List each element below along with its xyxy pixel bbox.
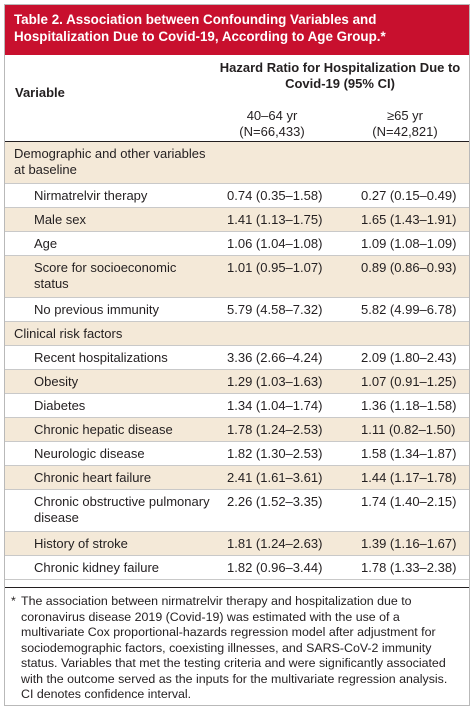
table-row: Neurologic disease 1.82 (1.30–2.53) 1.58 (… [5, 442, 469, 466]
age-65-plus-label: ≥65 yr [386, 108, 424, 123]
variable-name: Obesity [34, 374, 79, 389]
variable-name: Recent hospitalizations [34, 350, 168, 365]
table-header: Variable Hazard Ratio for Hospitalizatio… [5, 55, 469, 142]
table-title: Table 2. Association between Confounding… [5, 5, 469, 55]
hazard-ratio-40-64: 1.01 (0.95–1.07) [227, 260, 323, 275]
table-row: Chronic heart failure 2.41 (1.61–3.61) 1.4… [5, 466, 469, 490]
hazard-ratio-40-64: 1.82 (0.96–3.44) [227, 560, 323, 575]
hazard-ratio-65-plus: 0.27 (0.15–0.49) [361, 188, 457, 203]
age-65-plus-n: (N=42,821) [372, 124, 438, 139]
hazard-ratio-65-plus: 1.09 (1.08–1.09) [361, 236, 457, 251]
variable-name: Nirmatrelvir therapy [34, 188, 148, 203]
hazard-ratio-header: Hazard Ratio for Hospitalization Due to … [219, 60, 461, 91]
variable-name: Male sex [34, 212, 87, 227]
hazard-ratio-65-plus: 1.78 (1.33–2.38) [361, 560, 457, 575]
variable-name: Age [34, 236, 58, 251]
variable-name: Chronic obstructive pulmonary disease [34, 494, 210, 525]
table-row: Score for socioeconomic status 1.01 (0.95… [5, 256, 469, 298]
section-header-row: Clinical risk factors [5, 322, 469, 346]
age-40-64-n: (N=66,433) [239, 124, 305, 139]
hazard-ratio-65-plus: 1.11 (0.82–1.50) [361, 422, 456, 437]
variable-name: History of stroke [34, 536, 128, 551]
hazard-ratio-40-64: 5.79 (4.58–7.32) [227, 302, 323, 317]
age-65-plus-column-header: ≥65 yr (N=42,821) [349, 108, 461, 140]
table-row: Recent hospitalizations 3.36 (2.66–4.24) 2… [5, 346, 469, 370]
variable-name: Diabetes [34, 398, 86, 413]
hazard-ratio-40-64: 2.26 (1.52–3.35) [227, 494, 323, 509]
variable-name: Chronic kidney failure [34, 560, 160, 575]
variable-name: Score for socioeconomic status [34, 260, 177, 291]
hazard-ratio-65-plus: 1.36 (1.18–1.58) [361, 398, 457, 413]
table-caption: Association between Confounding Variable… [14, 12, 386, 44]
age-40-64-column-header: 40–64 yr (N=66,433) [223, 108, 321, 140]
hazard-ratio-40-64: 1.29 (1.03–1.63) [227, 374, 323, 389]
variable-name: Chronic heart failure [34, 470, 152, 485]
footnote-marker: * [11, 594, 16, 608]
hazard-ratio-40-64: 0.74 (0.35–1.58) [227, 188, 323, 203]
hazard-ratio-65-plus: 1.65 (1.43–1.91) [361, 212, 457, 227]
table-row: Chronic obstructive pulmonary disease 2.2… [5, 490, 469, 532]
hazard-ratio-65-plus: 1.07 (0.91–1.25) [361, 374, 457, 389]
table-row: Nirmatrelvir therapy 0.74 (0.35–1.58) 0.27… [5, 184, 469, 208]
variable-column-header: Variable [15, 85, 65, 100]
footnote-text: The association between nirmatrelvir the… [21, 594, 448, 701]
hazard-ratio-40-64: 1.82 (1.30–2.53) [227, 446, 323, 461]
table-body: Demographic and other variables at basel… [5, 142, 469, 580]
variable-name: Neurologic disease [34, 446, 145, 461]
table-row: History of stroke 1.81 (1.24–2.63) 1.39 (1… [5, 532, 469, 556]
section-label: Demographic and other variables at basel… [14, 146, 206, 177]
table-row: Chronic hepatic disease 1.78 (1.24–2.53) 1… [5, 418, 469, 442]
variable-name: Chronic hepatic disease [34, 422, 173, 437]
table-figure: Table 2. Association between Confounding… [4, 4, 470, 706]
table-number: Table 2. [14, 12, 63, 27]
hazard-ratio-40-64: 1.06 (1.04–1.08) [227, 236, 323, 251]
hazard-ratio-40-64: 1.34 (1.04–1.74) [227, 398, 323, 413]
hazard-ratio-40-64: 3.36 (2.66–4.24) [227, 350, 323, 365]
hazard-ratio-40-64: 1.81 (1.24–2.63) [227, 536, 323, 551]
section-header-row: Demographic and other variables at basel… [5, 142, 469, 184]
section-label: Clinical risk factors [14, 326, 123, 341]
hazard-ratio-40-64: 1.78 (1.24–2.53) [227, 422, 323, 437]
hazard-ratio-40-64: 1.41 (1.13–1.75) [227, 212, 323, 227]
age-40-64-label: 40–64 yr [246, 108, 298, 123]
hazard-ratio-65-plus: 0.89 (0.86–0.93) [361, 260, 457, 275]
hazard-ratio-65-plus: 2.09 (1.80–2.43) [361, 350, 457, 365]
table-row: Male sex 1.41 (1.13–1.75) 1.65 (1.43–1.91) [5, 208, 469, 232]
table-footnote: * The association between nirmatrelvir t… [5, 587, 469, 703]
variable-name: No previous immunity [34, 302, 159, 317]
hazard-ratio-65-plus: 1.74 (1.40–2.15) [361, 494, 457, 509]
hazard-ratio-65-plus: 5.82 (4.99–6.78) [361, 302, 457, 317]
table-row: Diabetes 1.34 (1.04–1.74) 1.36 (1.18–1.58) [5, 394, 469, 418]
hazard-ratio-65-plus: 1.44 (1.17–1.78) [361, 470, 457, 485]
hazard-ratio-40-64: 2.41 (1.61–3.61) [227, 470, 323, 485]
table-row: Obesity 1.29 (1.03–1.63) 1.07 (0.91–1.25) [5, 370, 469, 394]
table-row: Chronic kidney failure 1.82 (0.96–3.44) 1.… [5, 556, 469, 580]
table-row: No previous immunity 5.79 (4.58–7.32) 5.82… [5, 298, 469, 322]
table-row: Age 1.06 (1.04–1.08) 1.09 (1.08–1.09) [5, 232, 469, 256]
hazard-ratio-65-plus: 1.39 (1.16–1.67) [361, 536, 457, 551]
hazard-ratio-65-plus: 1.58 (1.34–1.87) [361, 446, 457, 461]
